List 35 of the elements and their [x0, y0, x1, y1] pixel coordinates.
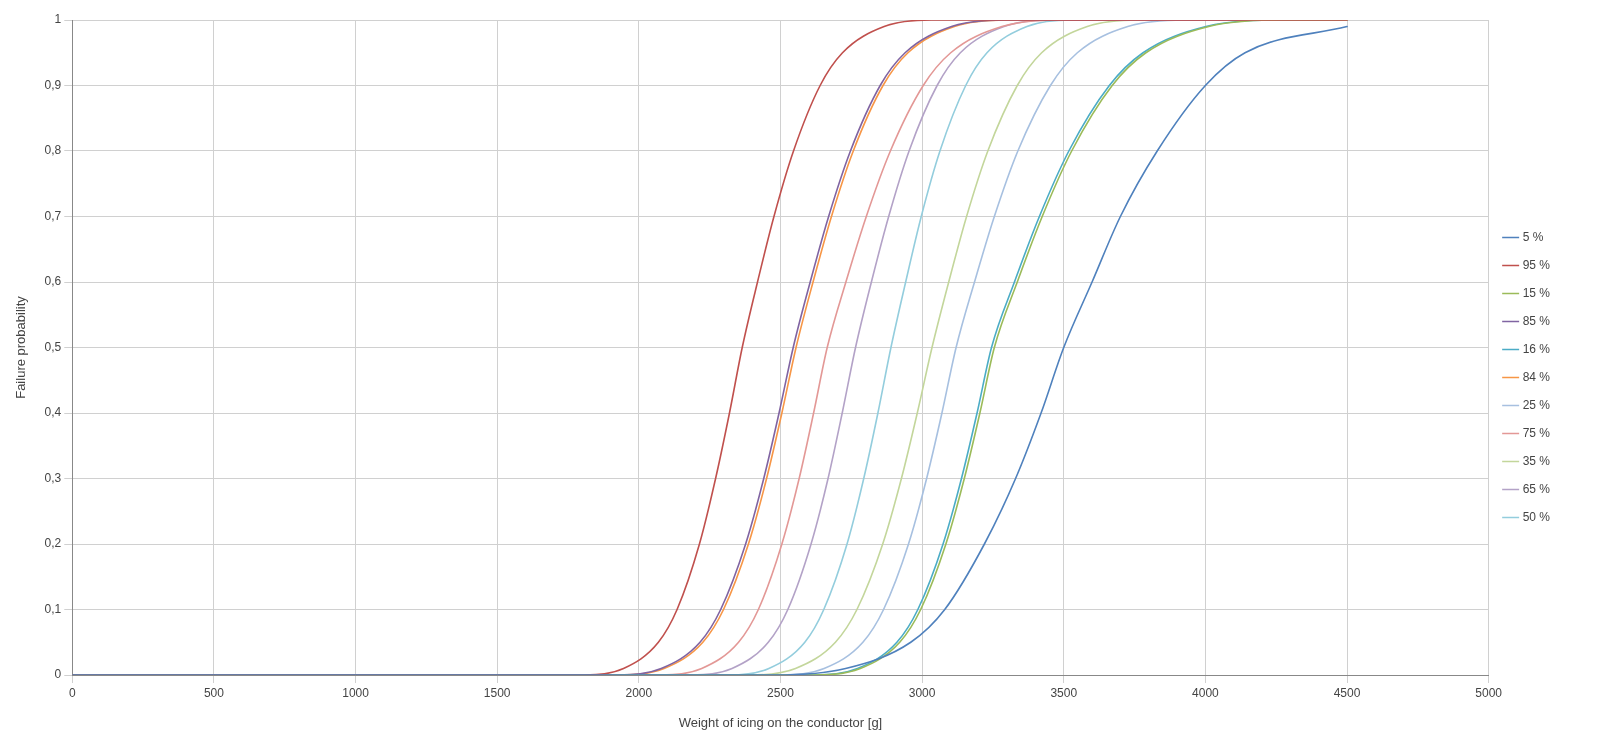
x-tick-label: 1500 [483, 685, 511, 700]
x-tick-label: 3500 [1050, 685, 1078, 700]
x-tick-label: 3000 [908, 685, 936, 700]
legend-label: 35 % [1522, 453, 1551, 468]
y-tick-label: 0,2 [44, 536, 62, 551]
legend-label: 25 % [1522, 397, 1551, 412]
legend-label: 75 % [1522, 425, 1551, 440]
y-tick-label: 0 [54, 667, 62, 682]
x-tick-label: 500 [203, 685, 225, 700]
y-tick-label: 1 [54, 12, 62, 27]
x-tick-label: 1000 [342, 685, 370, 700]
y-tick-label: 0,1 [44, 601, 62, 616]
y-tick-label: 0,3 [44, 470, 62, 485]
legend-label: 50 % [1522, 509, 1551, 524]
y-tick-label: 0,9 [44, 77, 62, 92]
y-tick-label: 0,4 [44, 405, 62, 420]
y-tick-label: 0,6 [44, 274, 62, 289]
legend-label: 95 % [1522, 257, 1551, 272]
y-axis-title: Failure probability [13, 295, 29, 399]
legend-label: 16 % [1522, 341, 1551, 356]
x-axis-title: Weight of icing on the conductor [g] [678, 714, 883, 730]
y-tick-label: 0,8 [44, 143, 62, 158]
legend-label: 84 % [1522, 369, 1551, 384]
x-tick-label: 4000 [1192, 685, 1220, 700]
x-tick-label: 2500 [767, 685, 795, 700]
x-tick-label: 0 [68, 685, 76, 700]
legend-label: 5 % [1522, 229, 1544, 244]
x-tick-label: 5000 [1475, 685, 1503, 700]
x-tick-label: 4500 [1333, 685, 1361, 700]
legend-label: 15 % [1522, 285, 1551, 300]
y-tick-label: 0,5 [44, 339, 62, 354]
y-tick-label: 0,7 [44, 208, 62, 223]
legend-label: 65 % [1522, 481, 1551, 496]
x-tick-label: 2000 [625, 685, 653, 700]
legend-label: 85 % [1522, 313, 1551, 328]
